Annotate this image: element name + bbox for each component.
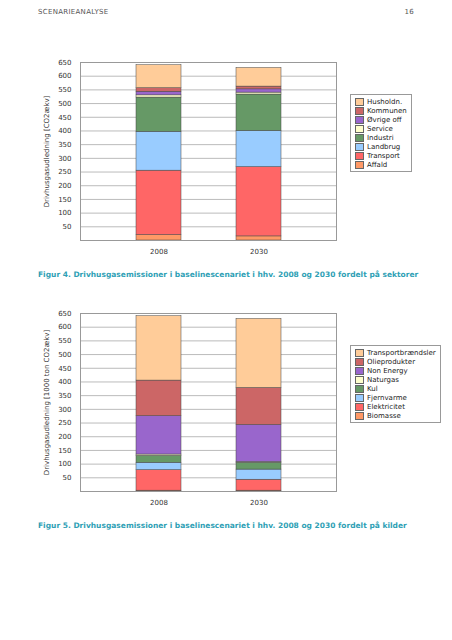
svg-text:2008: 2008: [150, 499, 168, 507]
svg-text:150: 150: [58, 447, 71, 455]
svg-text:150: 150: [58, 196, 71, 204]
svg-text:400: 400: [58, 127, 71, 135]
svg-text:450: 450: [58, 114, 71, 122]
html-text:Transportbrændsler: Transportbrændsler: [367, 348, 436, 357]
html-text:Kommunen: Kommunen: [367, 106, 407, 115]
svg-text:Drivhusgasudledning [1000 ton: Drivhusgasudledning [1000 ton CO2ækv]: [43, 330, 51, 476]
svg-text:100: 100: [58, 460, 71, 468]
html-text:Affald: Affald: [367, 160, 388, 169]
svg-text:550: 550: [58, 337, 71, 345]
svg-text:250: 250: [58, 419, 71, 427]
html-text:Øvrige off: Øvrige off: [367, 115, 402, 124]
svg-text:200: 200: [58, 182, 71, 190]
svg-text:350: 350: [58, 392, 71, 400]
svg-text:100: 100: [58, 209, 71, 217]
svg-text:50: 50: [63, 223, 72, 231]
svg-text:2008: 2008: [150, 248, 168, 256]
html-text:Non Energy: Non Energy: [367, 366, 408, 375]
svg-text:650: 650: [58, 59, 71, 67]
svg-text:500: 500: [58, 100, 71, 108]
svg-text:250: 250: [58, 168, 71, 176]
html-text:Transport: Transport: [367, 151, 400, 160]
svg-text:300: 300: [58, 406, 71, 414]
svg-text:600: 600: [58, 323, 71, 331]
svg-text:500: 500: [58, 351, 71, 359]
html-text:Figur 4. Drivhusgasemissioner: Figur 4. Drivhusgasemissioner i baseline…: [38, 270, 419, 279]
html-text:16: 16: [404, 8, 414, 16]
html-text:Fjernvarme: Fjernvarme: [367, 393, 407, 402]
svg-text:450: 450: [58, 365, 71, 373]
html-text:Olieprodukter: Olieprodukter: [367, 357, 415, 366]
html-text:Figur 5. Drivhusgasemissioner: Figur 5. Drivhusgasemissioner i baseline…: [38, 521, 407, 530]
html-text:Industri: Industri: [367, 133, 394, 142]
svg-text:400: 400: [58, 378, 71, 386]
svg-text:2030: 2030: [250, 499, 268, 507]
html-text:SCENARIEANALYSE: SCENARIEANALYSE: [38, 8, 109, 16]
html-text:Naturgas: Naturgas: [367, 375, 399, 384]
svg-text:Drivhusgasudledning [CO2ækv]: Drivhusgasudledning [CO2ækv]: [43, 95, 51, 207]
html-text:Elektricitet: Elektricitet: [367, 402, 405, 411]
svg-text:50: 50: [63, 474, 72, 482]
html-text:Kul: Kul: [367, 384, 378, 393]
html-text:Biomasse: Biomasse: [367, 411, 401, 420]
svg-text:300: 300: [58, 155, 71, 163]
svg-text:550: 550: [58, 86, 71, 94]
svg-text:2030: 2030: [250, 248, 268, 256]
html-text:Landbrug: Landbrug: [367, 142, 401, 151]
html-text:Service: Service: [367, 124, 393, 133]
html-text:Husholdn.: Husholdn.: [367, 97, 403, 106]
svg-text:600: 600: [58, 72, 71, 80]
svg-text:200: 200: [58, 433, 71, 441]
svg-text:350: 350: [58, 141, 71, 149]
svg-text:650: 650: [58, 310, 71, 318]
